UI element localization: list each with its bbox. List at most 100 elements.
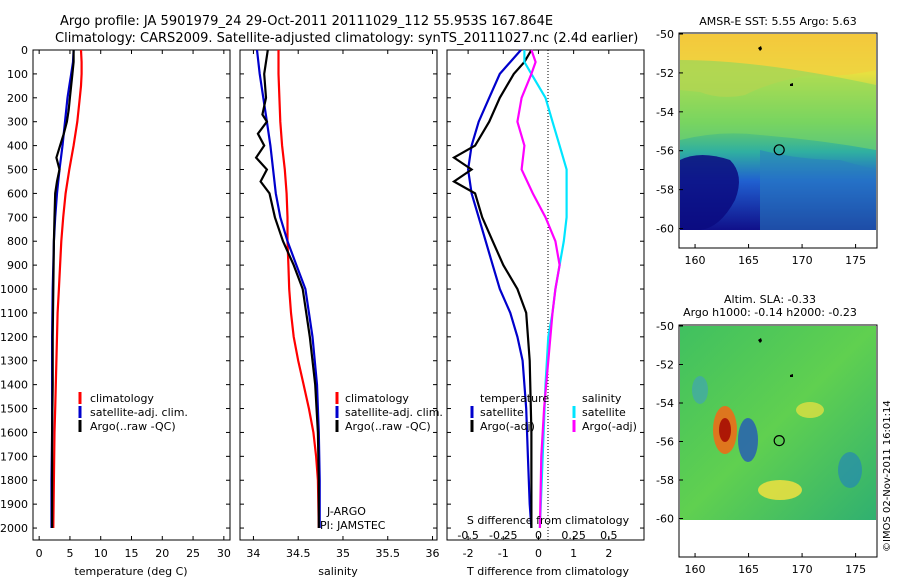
secondary-x-tick-label: 0.5 (600, 529, 618, 542)
legend-temperature-title: temperature (480, 392, 549, 405)
map-y-tick-label: -60 (656, 513, 674, 526)
legend-argo-label: Argo(..raw -QC) (90, 420, 176, 433)
x-tick-label: 20 (155, 547, 169, 560)
x-tick-label: 35.5 (376, 547, 401, 560)
legend-satellite-label: satellite-adj. clim. (345, 406, 443, 419)
x-tick-label: 0 (36, 547, 43, 560)
depth-tick-label: 1500 (0, 403, 28, 416)
sst-map-panel: AMSR-E SST: 5.55 Argo: 5.63 160 165 170 175… (656, 15, 878, 267)
depth-tick-label: 1200 (0, 331, 28, 344)
x-tick-label: 10 (94, 547, 108, 560)
depth-tick-label: 1600 (0, 426, 28, 439)
sla-anomaly-high (719, 418, 731, 442)
map-y-tick-label: -50 (656, 320, 674, 333)
sla-anomaly-high (758, 480, 802, 500)
temperature-plot-frame (32, 49, 231, 541)
temperature-panel: 0100200300400500600700800900100011001200… (0, 44, 231, 578)
map-x-tick-label: 170 (792, 254, 813, 267)
legend-s-satellite-label: satellite (582, 406, 626, 419)
secondary-x-tick-label: 0 (535, 529, 542, 542)
depth-tick-label: 500 (7, 164, 28, 177)
x-tick-label: 36 (426, 547, 440, 560)
x-tick-label: 35 (336, 547, 350, 560)
map-y-tick-label: -52 (656, 359, 674, 372)
map-y-tick-label: -50 (656, 28, 674, 41)
map-y-tick-label: -56 (656, 145, 674, 158)
difference-panel: -2 -1 0 1 2 -0.5 -0.25 0 0.25 0.5 S difference f… (446, 49, 645, 578)
x-tick-label: 34.5 (286, 547, 311, 560)
depth-tick-label: 0 (21, 44, 28, 57)
depth-tick-label: 1000 (0, 283, 28, 296)
x-tick-label: 1 (570, 547, 577, 560)
map-x-tick-label: 175 (845, 563, 866, 576)
legend-t-satellite-label: satellite (480, 406, 524, 419)
map-y-tick-label: -60 (656, 223, 674, 236)
legend-t-argo-label: Argo(-adj) (480, 420, 535, 433)
map-y-tick-label: -58 (656, 184, 674, 197)
secondary-x-tick-label: -0.25 (489, 529, 517, 542)
depth-tick-label: 2000 (0, 522, 28, 535)
depth-tick-label: 1100 (0, 307, 28, 320)
series-line-t-satellite (466, 49, 533, 529)
figure-title-line1: Argo profile: JA 5901979_24 29-Oct-2011 … (60, 14, 553, 29)
salinity-panel: 34 34.5 35 35.5 36 salinity climatology sate… (239, 49, 443, 578)
series-line-s-argo-adj (516, 49, 561, 529)
depth-tick-label: 1400 (0, 379, 28, 392)
depth-tick-label: 1700 (0, 450, 28, 463)
x-tick-label: 25 (186, 547, 200, 560)
salinity-plot-frame (239, 49, 438, 541)
difference-plot-frame (446, 49, 645, 541)
depth-tick-label: 1800 (0, 474, 28, 487)
sla-map-title-line2: Argo h1000: -0.14 h2000: -0.23 (683, 306, 857, 319)
sst-coast-marker (790, 83, 793, 86)
sla-anomaly-low (692, 376, 708, 404)
temperature-x-axis: 0 5 10 15 20 25 30 (36, 50, 231, 560)
x-tick-label: 34 (246, 547, 260, 560)
map-x-tick-label: 165 (738, 563, 759, 576)
legend-climatology-label: climatology (90, 392, 154, 405)
salinity-legend: climatology satellite-adj. clim. Argo(..… (335, 392, 443, 433)
sla-anomaly-high (796, 402, 824, 418)
map-y-tick-label: -56 (656, 436, 674, 449)
figure-title-line2: Climatology: CARS2009. Satellite-adjuste… (55, 31, 638, 46)
map-x-tick-label: 160 (685, 563, 706, 576)
argo-float-marker (773, 435, 785, 447)
secondary-x-tick-label: 0.25 (561, 529, 586, 542)
map-y-tick-label: -58 (656, 474, 674, 487)
sst-map-axes: 160 165 170 175 -50 -52 -54 -56 -58 -60 (656, 28, 866, 267)
sla-map-panel: Altim. SLA: -0.33 Argo h1000: -0.14 h200… (656, 293, 878, 576)
difference-secondary-x-axis: -0.5 -0.25 0 0.25 0.5 (457, 529, 617, 542)
difference-legend: temperature satellite Argo(-adj) salinit… (470, 392, 637, 433)
sla-coast-marker (790, 374, 793, 377)
depth-tick-label: 100 (7, 68, 28, 81)
series-line-t-argo-adj (451, 49, 533, 528)
sst-green-region (680, 60, 876, 150)
pi-jamstec-annotation: PI: JAMSTEC (320, 519, 386, 532)
x-tick-label: 5 (66, 547, 73, 560)
sla-map-axes: 160 165 170 175 -50 -52 -54 -56 -58 -60 (656, 320, 866, 576)
sst-cold-region (680, 155, 739, 230)
legend-satellite-label: satellite-adj. clim. (90, 406, 188, 419)
sst-nodata-band (680, 230, 876, 247)
legend-salinity-title: salinity (582, 392, 622, 405)
salinity-x-axis: 34 34.5 35 35.5 36 (246, 50, 440, 560)
sla-coast-marker (758, 338, 762, 343)
sla-map-title-line1: Altim. SLA: -0.33 (724, 293, 816, 306)
series-line-climatology (52, 49, 83, 529)
map-x-tick-label: 175 (845, 254, 866, 267)
series-line-s-satellite (523, 50, 568, 529)
x-tick-label: -1 (498, 547, 509, 560)
depth-tick-label: 800 (7, 235, 28, 248)
map-y-tick-label: -52 (656, 67, 674, 80)
t-difference-label: T difference from climatology (466, 565, 629, 578)
sla-heatmap-field (680, 326, 876, 520)
j-argo-annotation: J-ARGO (326, 505, 366, 518)
depth-tick-label: 200 (7, 92, 28, 105)
legend-s-argo-label: Argo(-adj) (582, 420, 637, 433)
x-tick-label: 15 (125, 547, 139, 560)
sst-map-title: AMSR-E SST: 5.55 Argo: 5.63 (699, 15, 857, 28)
legend-argo-label: Argo(..raw -QC) (345, 420, 431, 433)
map-y-tick-label: -54 (656, 397, 674, 410)
sst-cool-region (760, 150, 876, 230)
secondary-x-tick-label: -0.5 (457, 529, 478, 542)
